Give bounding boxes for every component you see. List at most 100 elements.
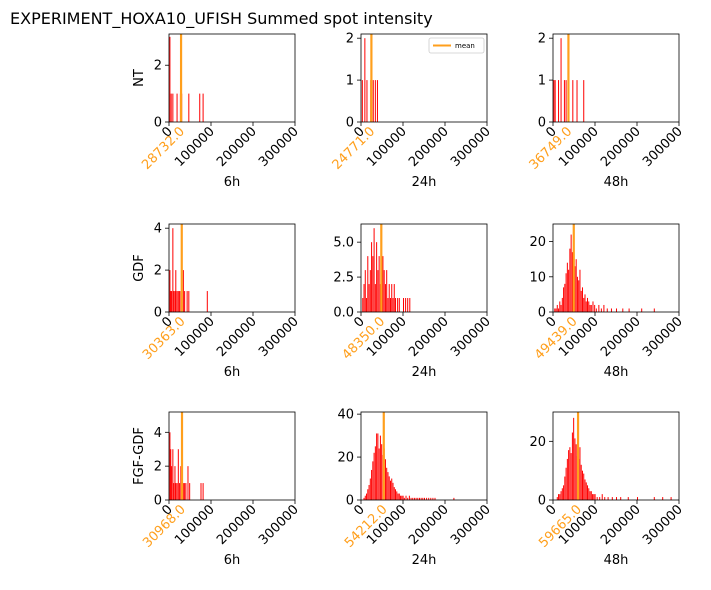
- y-tick-label: 1: [538, 74, 546, 89]
- histogram-bar: [572, 80, 574, 122]
- histogram-bar: [188, 291, 190, 312]
- histogram-bar: [558, 80, 560, 122]
- histogram-bar: [387, 472, 389, 500]
- histogram-bar: [202, 483, 204, 500]
- histogram-bar: [405, 298, 407, 312]
- histogram-bar: [566, 458, 568, 500]
- histogram-bar: [369, 270, 371, 312]
- histogram-bar: [186, 291, 188, 312]
- histogram-bar: [559, 301, 561, 312]
- histogram-bar: [180, 466, 182, 500]
- y-tick-label: 5.0: [333, 236, 354, 251]
- x-axis-label: 6h: [224, 175, 241, 190]
- histogram-bar: [402, 495, 404, 500]
- histogram-bar: [174, 291, 176, 312]
- histogram-bar: [377, 433, 379, 500]
- histogram-bar: [388, 284, 390, 312]
- histogram-bar: [571, 432, 573, 500]
- histogram-bar: [376, 80, 378, 122]
- y-tick-label: 2.5: [333, 271, 354, 286]
- histogram-bar: [172, 228, 174, 312]
- histogram-bar: [392, 482, 394, 500]
- histogram-bar: [616, 308, 617, 312]
- y-tick-label: 2: [346, 32, 354, 47]
- histogram-bar: [172, 449, 174, 500]
- histogram-bar: [415, 497, 417, 500]
- histogram-bar: [364, 495, 366, 500]
- histogram-bar: [575, 444, 577, 500]
- histogram-bar: [628, 308, 630, 312]
- histogram-bar: [396, 491, 398, 500]
- y-tick-label: 40: [337, 408, 354, 423]
- histogram-bar: [556, 304, 558, 312]
- histogram-bar: [422, 497, 424, 500]
- axes-frame: [360, 33, 488, 123]
- legend: mean: [428, 37, 485, 54]
- y-tick-label: 1: [346, 74, 354, 89]
- legend-label: mean: [455, 42, 475, 50]
- histogram-bar: [559, 494, 561, 500]
- histogram-bar: [391, 478, 393, 500]
- histogram-bar: [564, 283, 566, 312]
- histogram-bar: [169, 432, 171, 500]
- histogram-bar: [400, 495, 402, 500]
- histogram-bar: [563, 287, 565, 312]
- histogram-bar: [581, 470, 583, 500]
- axes-frame: [360, 223, 488, 313]
- y-tick-label: 0: [154, 494, 162, 509]
- histogram-bar: [383, 270, 385, 312]
- histogram-bar: [598, 304, 600, 312]
- histogram-bar: [199, 93, 201, 122]
- histogram-bar: [378, 256, 380, 312]
- y-tick-label: 0: [346, 494, 354, 509]
- histogram-bar: [169, 270, 171, 312]
- y-tick-label: 4: [154, 426, 162, 441]
- histogram-bar: [410, 497, 412, 500]
- histogram-bar: [177, 449, 179, 500]
- histogram-bar: [653, 497, 655, 500]
- histogram-bar: [558, 494, 560, 500]
- histogram-bar: [583, 297, 585, 312]
- y-tick-label: 4: [154, 222, 162, 237]
- histogram-bar: [570, 234, 572, 312]
- histogram-bar: [176, 483, 178, 500]
- x-tick-label: 200000: [598, 314, 644, 360]
- histogram-bar: [418, 497, 420, 500]
- y-axis-label: GDF: [132, 254, 147, 282]
- histogram-bar: [374, 80, 376, 122]
- x-axis-label: 6h: [224, 365, 241, 380]
- histogram-bar: [574, 266, 576, 312]
- x-tick-label: 300000: [448, 502, 494, 548]
- histogram-bar: [581, 287, 583, 312]
- histogram-bar: [398, 298, 400, 312]
- histogram-bar: [430, 497, 432, 500]
- histogram-bar: [170, 449, 172, 500]
- histogram-bar: [604, 497, 606, 500]
- x-tick-label: 300000: [256, 314, 302, 360]
- histogram-bar: [170, 93, 172, 122]
- x-axis-label: 24h: [412, 365, 437, 380]
- histogram-bar: [594, 494, 596, 500]
- histogram-bar: [200, 483, 202, 500]
- histogram-bar: [417, 497, 419, 500]
- histogram-bar: [363, 284, 365, 312]
- x-tick-label: 300000: [640, 314, 686, 360]
- histogram-bar: [561, 297, 563, 312]
- histogram-bar: [428, 497, 430, 500]
- histogram-bar: [172, 93, 174, 122]
- histogram-bar: [384, 284, 386, 312]
- histogram-bar: [361, 80, 363, 122]
- y-tick-label: 0: [538, 306, 546, 321]
- histogram-bar: [409, 298, 411, 312]
- histogram-bar: [188, 93, 190, 122]
- histogram-bar: [589, 491, 591, 500]
- histogram-bar: [366, 493, 368, 500]
- histogram-bar: [371, 469, 373, 500]
- histogram-bar: [574, 438, 576, 500]
- histogram-bar: [364, 38, 366, 122]
- histogram-bar: [616, 497, 617, 500]
- histogram-bar: [599, 497, 601, 500]
- histogram-bar: [588, 301, 590, 312]
